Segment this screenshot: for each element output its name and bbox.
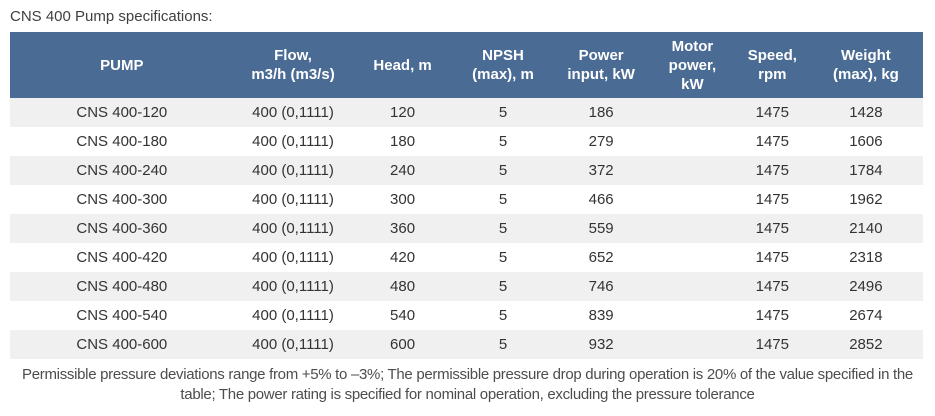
table-cell [649,243,736,272]
header-row: PUMP Flow, m3/h (m3/s) Head, m NPSH (max… [10,32,923,98]
table-cell: 1784 [808,156,923,185]
footnote: Permissible pressure deviations range fr… [22,366,913,403]
table-row: CNS 400-120 400 (0,1111) 120 5 186 1475 1428 [10,98,923,127]
table-row: CNS 400-300 400 (0,1111) 300 5 466 1475 1962 [10,185,923,214]
table-header: PUMP Flow, m3/h (m3/s) Head, m NPSH (max… [10,32,923,98]
table-cell: 2140 [808,214,923,243]
table-cell: 5 [452,214,554,243]
table-cell: 1962 [808,185,923,214]
table-cell: CNS 400-480 [10,272,234,301]
table-cell: 400 (0,1111) [233,185,353,214]
column-header-npsh: NPSH (max), m [452,32,554,98]
column-header-motor-power: Motor power, kW [649,32,736,98]
table-cell: 120 [352,98,453,127]
table-cell: 1475 [735,301,809,330]
table-cell: 400 (0,1111) [233,243,353,272]
table-cell: 2496 [808,272,923,301]
table-cell: 480 [352,272,453,301]
table-cell: CNS 400-180 [10,127,234,156]
pump-spec-table: PUMP Flow, m3/h (m3/s) Head, m NPSH (max… [10,32,923,359]
table-cell: CNS 400-300 [10,185,234,214]
table-cell: 400 (0,1111) [233,272,353,301]
table-cell: 1475 [735,98,809,127]
column-header-weight: Weight (max), kg [808,32,923,98]
table-cell: 240 [352,156,453,185]
table-cell: 5 [452,301,554,330]
table-cell: 652 [553,243,650,272]
column-header-pump: PUMP [10,32,234,98]
table-cell: 466 [553,185,650,214]
column-header-power-input: Power input, kW [553,32,650,98]
column-header-flow: Flow, m3/h (m3/s) [233,32,353,98]
table-cell: 600 [352,330,453,359]
table-cell: CNS 400-120 [10,98,234,127]
table-cell: 180 [352,127,453,156]
table-cell: 540 [352,301,453,330]
table-row: CNS 400-420 400 (0,1111) 420 5 652 1475 2318 [10,243,923,272]
table-cell: 932 [553,330,650,359]
table-cell: 1475 [735,127,809,156]
table-cell: 1475 [735,156,809,185]
table-cell: 1475 [735,243,809,272]
table-cell: 5 [452,127,554,156]
table-cell: 400 (0,1111) [233,156,353,185]
table-cell [649,127,736,156]
table-cell: 559 [553,214,650,243]
page-title: CNS 400 Pump specifications: [10,8,213,25]
table-cell [649,185,736,214]
table-row: CNS 400-240 400 (0,1111) 240 5 372 1475 1784 [10,156,923,185]
table-cell: 1475 [735,214,809,243]
table-cell: 5 [452,185,554,214]
table-cell: 186 [553,98,650,127]
table-cell: 5 [452,272,554,301]
table-cell: 360 [352,214,453,243]
table-row: CNS 400-600 400 (0,1111) 600 5 932 1475 2852 [10,330,923,359]
table-cell: CNS 400-360 [10,214,234,243]
table-cell: 400 (0,1111) [233,214,353,243]
table-cell: 2674 [808,301,923,330]
table-cell: 1475 [735,272,809,301]
table-cell: CNS 400-600 [10,330,234,359]
table-cell: 5 [452,156,554,185]
table-cell: 839 [553,301,650,330]
table-cell [649,301,736,330]
table-cell: 2318 [808,243,923,272]
table-cell [649,156,736,185]
table-row: CNS 400-180 400 (0,1111) 180 5 279 1475 1606 [10,127,923,156]
table-cell: 372 [553,156,650,185]
table-cell [649,214,736,243]
table-row: CNS 400-480 400 (0,1111) 480 5 746 1475 2496 [10,272,923,301]
table-cell: 400 (0,1111) [233,330,353,359]
table-row: CNS 400-540 400 (0,1111) 540 5 839 1475 2674 [10,301,923,330]
table-cell: 300 [352,185,453,214]
table-cell: 746 [553,272,650,301]
table-cell: CNS 400-540 [10,301,234,330]
table-cell: 1475 [735,330,809,359]
table-row: CNS 400-360 400 (0,1111) 360 5 559 1475 2140 [10,214,923,243]
table-cell: 2852 [808,330,923,359]
column-header-speed: Speed, rpm [735,32,809,98]
table-cell: 279 [553,127,650,156]
table-cell [649,272,736,301]
table-cell [649,330,736,359]
table-cell: 420 [352,243,453,272]
table-cell: CNS 400-240 [10,156,234,185]
table-cell: 400 (0,1111) [233,127,353,156]
table-cell: 400 (0,1111) [233,301,353,330]
column-header-head: Head, m [352,32,453,98]
table-cell: 5 [452,98,554,127]
table-cell [649,98,736,127]
table-cell: 1475 [735,185,809,214]
table-cell: 5 [452,330,554,359]
table-cell: 400 (0,1111) [233,98,353,127]
table-cell: 5 [452,243,554,272]
table-cell: 1428 [808,98,923,127]
table-cell: CNS 400-420 [10,243,234,272]
table-body: CNS 400-120 400 (0,1111) 120 5 186 1475 1428 CN… [10,98,923,359]
table-cell: 1606 [808,127,923,156]
